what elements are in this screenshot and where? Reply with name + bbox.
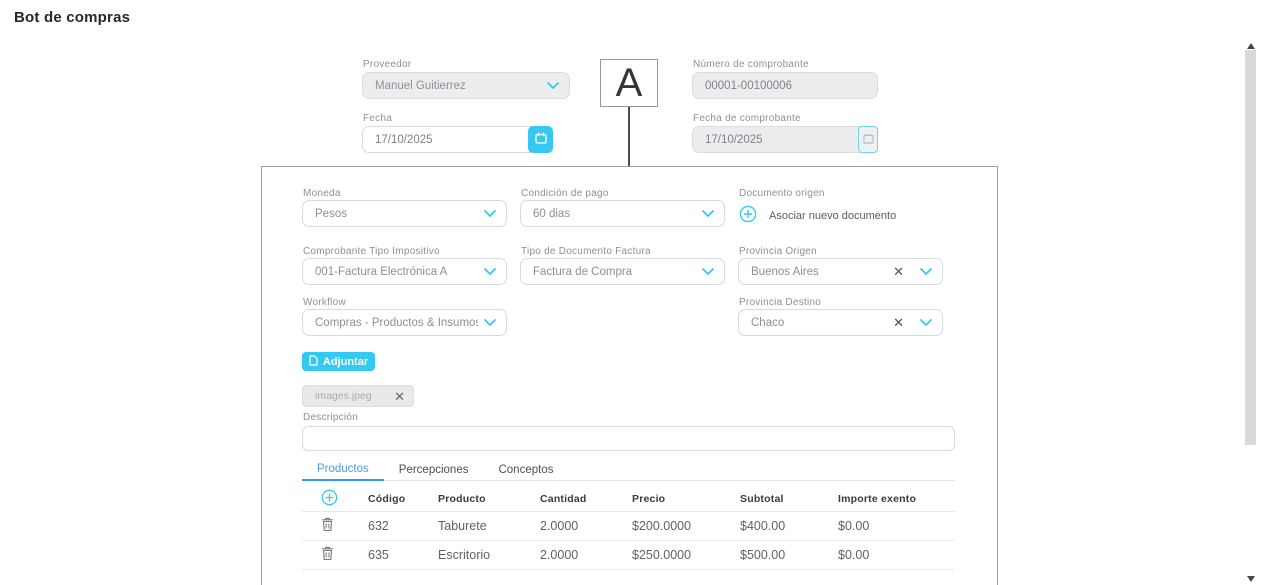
workflow-label: Workflow — [303, 297, 346, 308]
table-row: 632 Taburete 2.0000 $200.0000 $400.00 $0… — [302, 512, 955, 541]
col-precio: Precio — [632, 492, 666, 505]
asociar-nuevo-documento-button[interactable]: Asociar nuevo documento — [739, 205, 896, 226]
annotation-marker-a: A — [600, 59, 658, 107]
fecha-comprobante-label: Fecha de comprobante — [693, 113, 801, 124]
plus-circle-icon — [321, 489, 338, 509]
chevron-down-icon — [484, 266, 496, 278]
add-row-button[interactable] — [321, 489, 338, 509]
fecha-comprobante-field — [692, 126, 878, 153]
provincia-destino-select[interactable]: Chaco ✕ — [738, 309, 943, 336]
remove-attachment-icon[interactable]: ✕ — [394, 388, 405, 404]
condicion-pago-select[interactable]: 60 dias — [520, 200, 725, 227]
delete-row-button[interactable] — [321, 517, 334, 535]
tipo-documento-factura-select[interactable]: Factura de Compra — [520, 258, 725, 285]
invoice-detail-panel — [261, 166, 998, 585]
tipo-documento-factura-label: Tipo de Documento Factura — [521, 246, 651, 257]
trash-icon — [321, 517, 334, 535]
calendar-button[interactable] — [528, 126, 553, 153]
numero-comprobante-input — [705, 79, 867, 92]
moneda-label: Moneda — [303, 188, 341, 199]
scrollbar-down-arrow[interactable] — [1247, 576, 1255, 582]
numero-comprobante-field — [692, 72, 878, 99]
fecha-field — [362, 126, 553, 153]
provincia-origen-select[interactable]: Buenos Aires ✕ — [738, 258, 943, 285]
table-row: 635 Escritorio 2.0000 $250.0000 $500.00 … — [302, 541, 955, 570]
chevron-down-icon — [702, 266, 714, 278]
col-producto: Producto — [438, 492, 486, 505]
tab-productos[interactable]: Productos — [302, 458, 384, 481]
clear-icon[interactable]: ✕ — [893, 264, 904, 279]
calendar-icon — [862, 133, 874, 147]
trash-icon — [321, 546, 334, 564]
comprobante-tipo-impositivo-label: Comprobante Tipo Impositivo — [303, 246, 440, 257]
col-importe-exento: Importe exento — [838, 492, 917, 505]
plus-circle-icon — [739, 205, 757, 226]
comprobante-tipo-impositivo-select[interactable]: 001-Factura Electrónica A — [302, 258, 507, 285]
condicion-pago-label: Condición de pago — [521, 188, 609, 199]
provincia-destino-label: Provincia Destino — [739, 297, 822, 308]
scrollbar-thumb[interactable] — [1245, 50, 1256, 445]
col-cantidad: Cantidad — [540, 492, 587, 505]
annotation-connector-line — [628, 107, 630, 166]
page-title: Bot de compras — [14, 9, 131, 26]
tab-percepciones[interactable]: Percepciones — [384, 458, 484, 481]
descripcion-input[interactable] — [302, 426, 955, 451]
products-table: Código Producto Cantidad Precio Subtotal… — [302, 486, 955, 570]
chevron-down-icon — [547, 80, 559, 92]
numero-comprobante-label: Número de comprobante — [693, 59, 809, 70]
clear-icon[interactable]: ✕ — [893, 315, 904, 330]
file-icon — [309, 354, 318, 369]
moneda-select[interactable]: Pesos — [302, 200, 507, 227]
fecha-label: Fecha — [363, 113, 393, 124]
workflow-select[interactable]: Compras - Productos & Insumos — [302, 309, 507, 336]
detail-tabs: Productos Percepciones Conceptos — [302, 458, 955, 481]
chevron-down-icon — [920, 266, 932, 278]
scrollbar-up-arrow[interactable] — [1247, 43, 1255, 49]
proveedor-value: Manuel Guitierrez — [375, 79, 466, 92]
adjuntar-button[interactable]: Adjuntar — [302, 352, 375, 371]
chevron-down-icon — [484, 208, 496, 220]
attachment-chip: images.jpeg ✕ — [302, 385, 414, 407]
proveedor-select: Manuel Guitierrez — [362, 72, 570, 99]
chevron-down-icon — [484, 317, 496, 329]
fecha-comprobante-input — [705, 133, 867, 146]
fecha-input[interactable] — [375, 133, 542, 146]
documento-origen-label: Documento origen — [739, 188, 825, 199]
proveedor-label: Proveedor — [363, 59, 412, 70]
calendar-button-disabled — [858, 126, 878, 153]
table-header: Código Producto Cantidad Precio Subtotal… — [302, 486, 955, 512]
delete-row-button[interactable] — [321, 546, 334, 564]
col-subtotal: Subtotal — [740, 492, 784, 505]
tab-conceptos[interactable]: Conceptos — [483, 458, 568, 481]
calendar-icon — [534, 132, 547, 147]
provincia-origen-label: Provincia Origen — [739, 246, 817, 257]
attachment-filename: images.jpeg — [315, 390, 372, 402]
chevron-down-icon — [702, 208, 714, 220]
descripcion-label: Descripción — [303, 412, 358, 423]
col-codigo: Código — [368, 492, 406, 505]
chevron-down-icon — [920, 317, 932, 329]
